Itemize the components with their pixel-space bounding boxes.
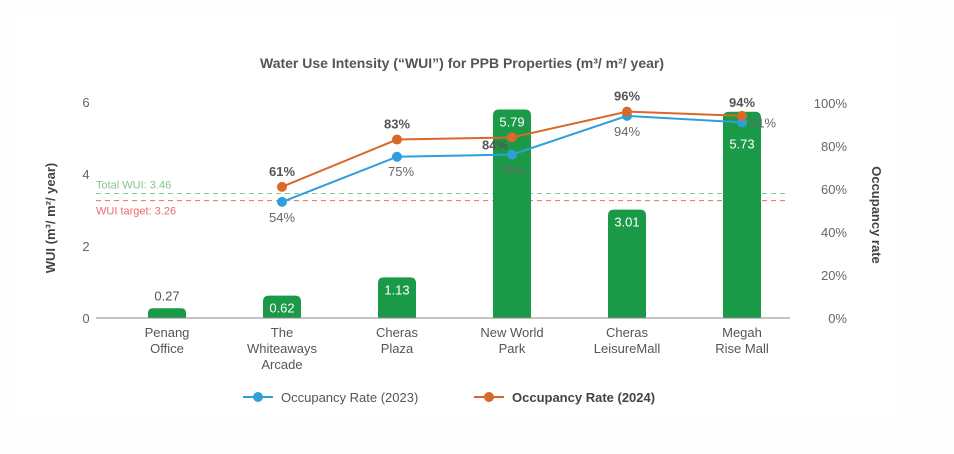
legend-item-label: Occupancy Rate (2024) [512,390,655,405]
x-tick-label: Arcade [261,357,302,372]
series-point-label: 96% [614,89,640,104]
bar [493,109,531,318]
x-tick-label: Penang [145,325,190,340]
x-tick-label: Cheras [606,325,648,340]
y-tick-label: 6 [82,95,89,110]
x-tick-label: Rise Mall [715,341,769,356]
y2-tick-label: 0% [828,311,847,326]
series-point [277,181,287,192]
y2-tick-label: 100% [814,96,848,111]
legend-marker-icon [253,392,263,402]
x-tick-label: Megah [722,325,762,340]
x-tick-label: Plaza [381,341,414,356]
y2-axis-title: Occupancy rate [869,166,884,264]
bar-value-label: 0.27 [154,288,179,303]
y-tick-label: 2 [82,239,89,254]
series-point [737,110,747,121]
x-tick-label: Office [150,341,184,356]
reference-line-label: Total WUI: 3.46 [96,179,171,191]
series-point [507,149,517,160]
y-tick-label: 4 [82,167,89,182]
bar-value-label: 3.01 [614,215,639,230]
reference-line-label: WUI target: 3.26 [96,206,176,218]
series-point-label: 91% [750,115,776,130]
x-tick-label: Whiteaways [247,341,318,356]
bar [608,209,646,318]
series-point-label: 94% [729,95,755,110]
y2-tick-label: 60% [821,182,847,197]
chart-title: Water Use Intensity (“WUI”) for PPB Prop… [260,55,664,71]
bar-value-label: 5.73 [729,137,754,152]
bar [723,111,761,318]
x-tick-label: Park [499,341,526,356]
x-tick-label: Cheras [376,325,418,340]
series-point-label: 61% [269,164,295,179]
x-tick-label: New World [480,325,543,340]
series-point-label: 84% [482,137,508,152]
x-tick-label: The [271,325,293,340]
y2-tick-label: 20% [821,268,847,283]
series-point [507,132,517,143]
series-point-label: 76% [499,163,525,178]
legend-item-label: Occupancy Rate (2023) [281,390,418,405]
series-point-label: 83% [384,117,410,132]
series-point-label: 75% [388,164,414,179]
bar [263,295,301,318]
bar-value-label: 0.62 [269,301,294,316]
series-point-label: 54% [269,210,295,225]
y-tick-label: 0 [82,311,89,326]
series-point [392,134,402,145]
y2-tick-label: 40% [821,225,847,240]
bar-value-label: 1.13 [384,282,409,297]
bar [378,277,416,318]
series-point [392,151,402,162]
y-axis-title: WUI (m³/ m²/ year) [43,163,58,274]
series-point-label: 94% [614,124,640,139]
series-point [277,196,287,207]
x-tick-label: LeisureMall [594,341,661,356]
bar-value-label: 5.79 [499,115,524,130]
bar [148,308,186,318]
y2-tick-label: 80% [821,139,847,154]
legend-marker-icon [484,392,494,402]
series-point [622,106,632,117]
